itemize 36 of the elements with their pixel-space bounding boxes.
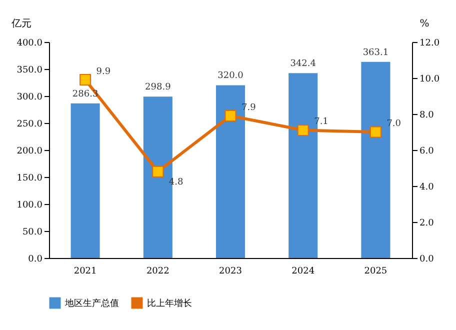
data-label: 320.0 <box>218 71 244 82</box>
y-tick-label: 100.0 <box>16 200 43 210</box>
y-tick-label: 200.0 <box>16 146 43 156</box>
bar <box>70 103 100 258</box>
y2-tick-label: 2.0 <box>420 218 434 228</box>
x-tick-label: 2021 <box>74 266 97 276</box>
data-label: 342.4 <box>290 59 316 70</box>
data-label: 9.9 <box>96 66 111 77</box>
legend-label: 比上年增长 <box>147 298 192 309</box>
point <box>152 166 164 178</box>
y-tick-label: 0.0 <box>28 254 43 264</box>
legend-label: 地区生产总值 <box>64 298 119 309</box>
y2-tick-label: 0.0 <box>420 254 434 264</box>
y2-tick-label: 8.0 <box>420 110 434 120</box>
x-tick-label: 2024 <box>292 266 315 276</box>
y-tick-label: 150.0 <box>16 174 43 184</box>
data-label: 298.9 <box>145 82 172 93</box>
y-tick-label: 250.0 <box>16 120 43 130</box>
y2-tick-label: 12.0 <box>420 38 440 48</box>
x-tick-label: 2022 <box>146 266 170 276</box>
y-tick-label: 300.0 <box>16 92 43 102</box>
y2-tick-label: 10.0 <box>420 74 440 84</box>
x-tick-label: 2023 <box>219 266 242 276</box>
y2-axis-title: % <box>420 18 430 30</box>
y-axis-title: 亿元 <box>10 18 32 30</box>
y2-tick-label: 4.0 <box>420 182 434 192</box>
point <box>297 124 309 136</box>
y-tick-label: 400.0 <box>16 38 43 48</box>
y2-tick-label: 6.0 <box>420 146 434 156</box>
point <box>80 74 92 86</box>
data-label: 363.1 <box>362 48 389 58</box>
y-tick-label: 50.0 <box>22 228 43 238</box>
y-tick-label: 350.0 <box>16 66 43 76</box>
point <box>224 110 236 122</box>
point <box>370 126 382 138</box>
x-tick-label: 2025 <box>364 266 388 276</box>
